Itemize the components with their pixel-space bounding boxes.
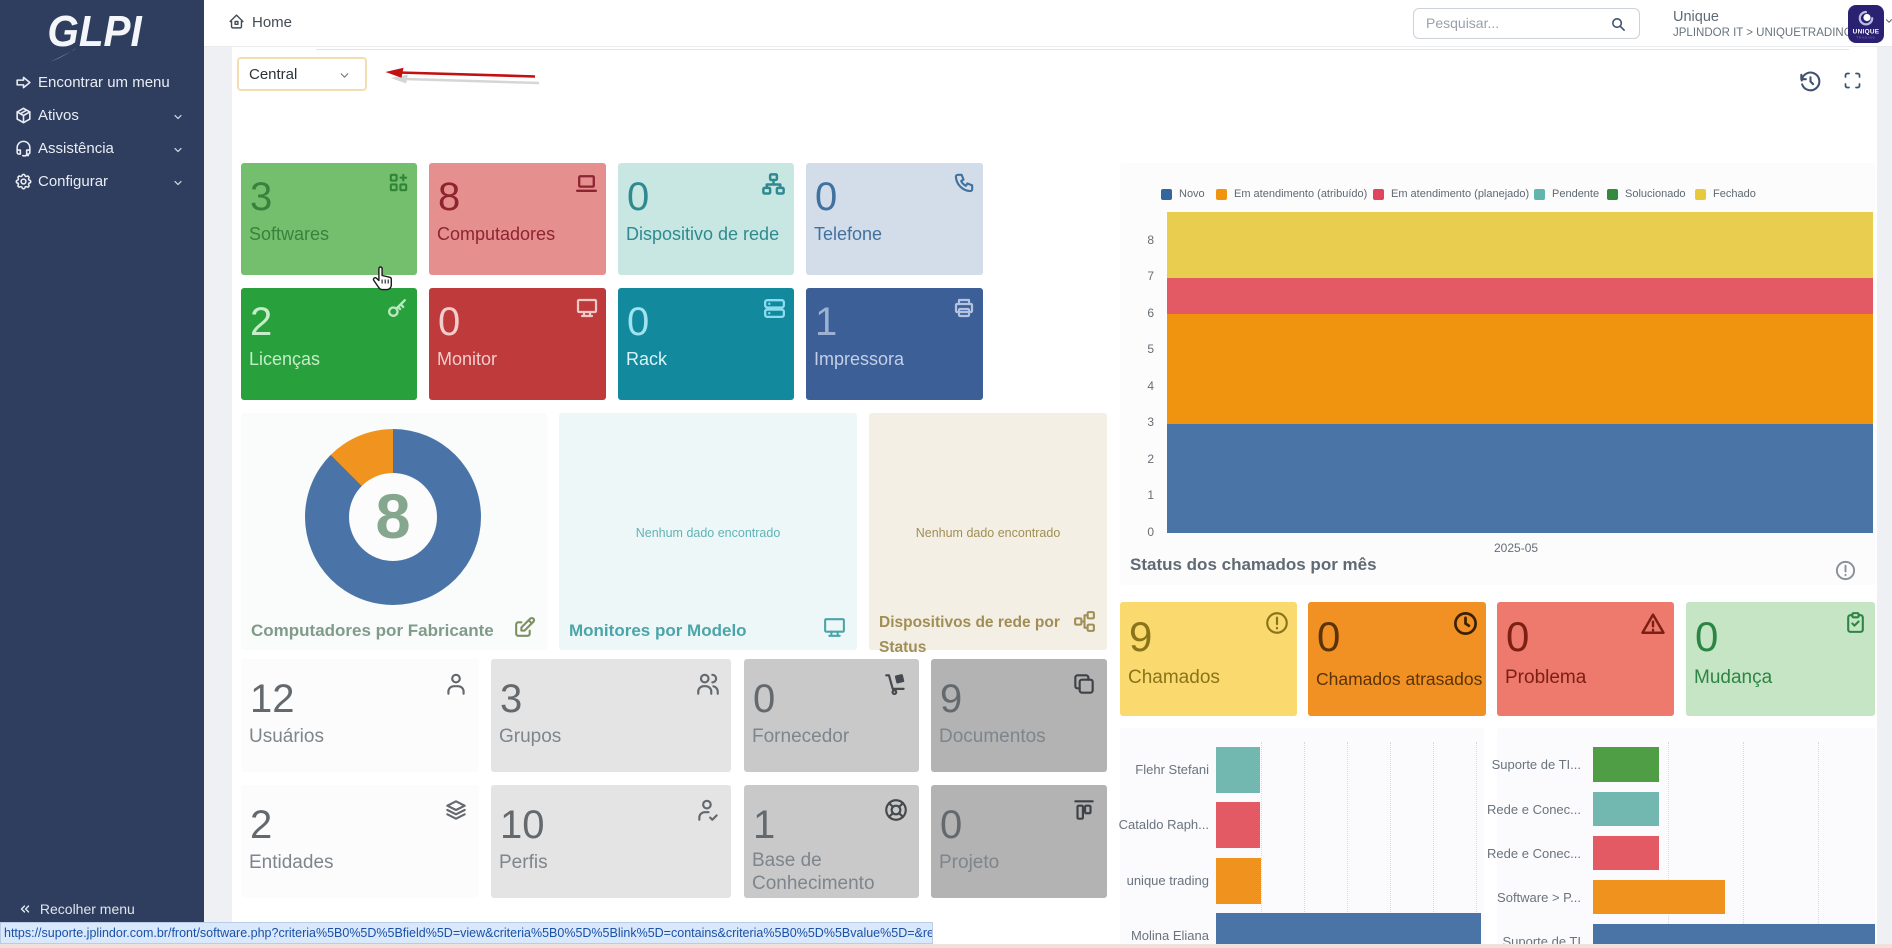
svg-text:UNIQUE: UNIQUE [1853,29,1880,36]
svg-text:TRADING: TRADING [1856,36,1875,40]
svg-text:GLPI: GLPI [47,6,143,55]
